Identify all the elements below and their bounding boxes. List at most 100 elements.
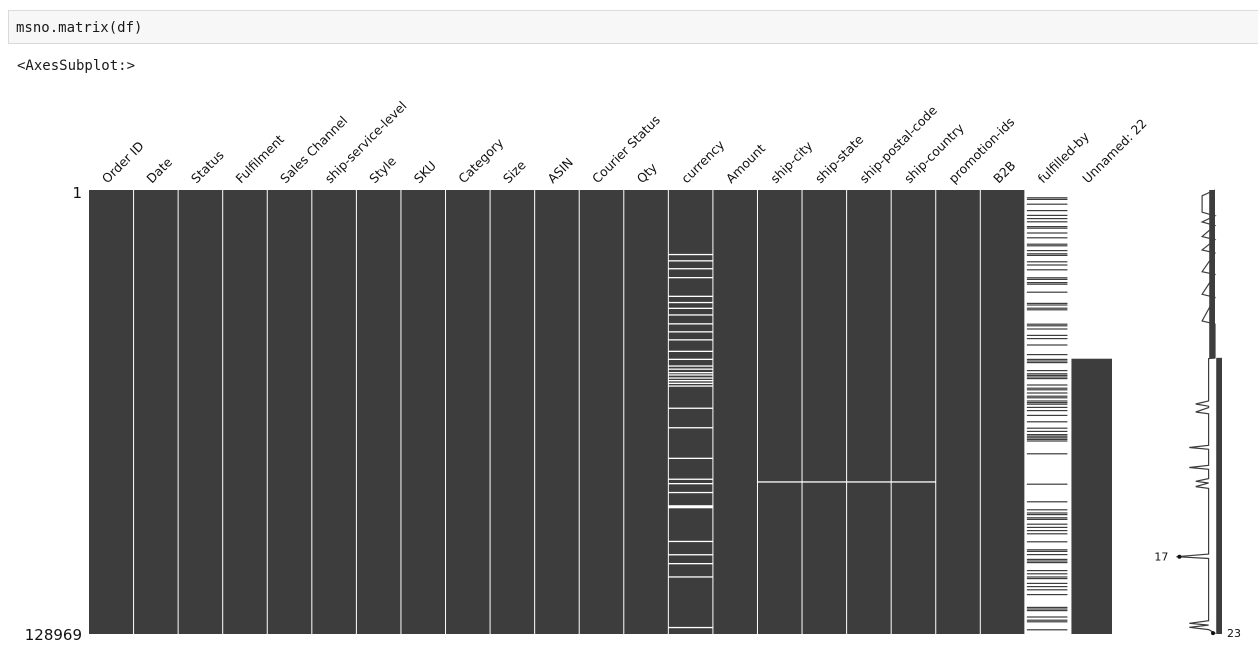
present-row-mark — [1026, 414, 1068, 416]
present-row-mark — [1026, 227, 1068, 229]
column-bar-status — [178, 190, 223, 634]
column-label-order-id: Order ID — [99, 138, 147, 186]
present-row-mark — [1026, 378, 1068, 380]
sparkline-fill-bottom — [1216, 357, 1222, 634]
present-row-mark — [1026, 334, 1068, 336]
column-order-id — [89, 190, 134, 634]
present-row-mark — [1026, 264, 1068, 266]
missing-row-mark — [668, 626, 713, 629]
missing-row-mark — [668, 277, 713, 279]
present-row-mark — [1026, 558, 1068, 560]
nullity-matrix — [89, 190, 1112, 634]
column-bar-category — [445, 190, 491, 634]
present-row-mark — [1026, 302, 1068, 304]
missing-row-mark — [668, 385, 713, 387]
present-row-mark — [1026, 304, 1068, 306]
column-qty — [623, 190, 669, 634]
column-unnamed-22 — [1071, 358, 1112, 634]
y-tick-first: 1 — [72, 184, 82, 202]
column-label-unnamed-22: Unnamed: 22 — [1079, 116, 1149, 186]
column-bar-b2b — [980, 190, 1025, 634]
present-row-mark — [1026, 421, 1068, 423]
column-label-category: Category — [455, 135, 506, 186]
column-label-asin: ASIN — [544, 155, 575, 186]
missing-row-mark — [802, 481, 847, 483]
present-row-mark — [1026, 269, 1068, 271]
column-bg-fulfilled-by — [1024, 190, 1070, 634]
column-bar-ship-country — [891, 190, 936, 634]
present-row-mark — [1026, 278, 1068, 280]
present-row-mark — [1026, 514, 1068, 516]
column-promotion-ids — [935, 190, 981, 634]
present-row-mark — [1026, 243, 1068, 245]
column-fulfilled-by — [1024, 190, 1070, 634]
missing-row-mark — [668, 268, 713, 270]
present-row-mark — [1026, 307, 1068, 309]
present-row-mark — [1026, 554, 1068, 556]
sparkline-min-marker — [1177, 554, 1182, 559]
column-label-style: Style — [366, 153, 399, 186]
column-asin — [534, 190, 580, 634]
missing-row-mark — [668, 323, 713, 325]
code-input[interactable]: msno.matrix(df) — [16, 20, 143, 36]
present-row-mark — [1026, 616, 1068, 618]
sparkline-min-label: 17 — [1154, 551, 1168, 564]
missing-row-mark — [668, 576, 713, 578]
present-row-mark — [1026, 427, 1068, 429]
column-ship-service-level — [311, 190, 357, 634]
missing-row-mark — [668, 457, 713, 459]
column-category — [445, 190, 491, 634]
present-row-mark — [1026, 221, 1068, 223]
present-row-mark — [1026, 203, 1068, 205]
present-row-mark — [1026, 512, 1068, 514]
missing-row-mark — [668, 478, 713, 480]
column-bar-courier-status — [579, 190, 624, 634]
present-row-mark — [1026, 530, 1068, 532]
column-bar-ship-city — [757, 190, 803, 634]
column-bar-ship-service-level — [311, 190, 357, 634]
present-row-mark — [1026, 533, 1068, 535]
present-row-mark — [1026, 291, 1068, 293]
missing-row-mark — [668, 260, 713, 262]
column-bar-ship-postal-code — [846, 190, 892, 634]
missing-row-mark — [668, 507, 713, 509]
missing-row-mark — [668, 491, 713, 494]
missing-row-mark — [668, 372, 713, 374]
missing-row-mark — [668, 365, 713, 367]
present-row-mark — [1026, 389, 1068, 391]
present-row-mark — [1026, 226, 1068, 228]
missing-row-mark — [668, 295, 713, 297]
column-bar-qty — [623, 190, 669, 634]
present-row-mark — [1026, 370, 1068, 372]
present-row-mark — [1026, 325, 1068, 327]
column-label-status: Status — [188, 147, 227, 186]
sparkline-path — [1176, 189, 1217, 634]
present-row-mark — [1026, 594, 1068, 596]
present-row-mark — [1026, 582, 1068, 584]
present-row-mark — [1026, 430, 1068, 432]
present-block-unnamed-22 — [1071, 358, 1112, 634]
present-row-mark — [1026, 392, 1068, 394]
column-label-size: Size — [500, 157, 529, 186]
column-fulfilment — [222, 190, 268, 634]
present-row-mark — [1026, 354, 1068, 356]
column-label-ship-postal-code: ship-postal-code — [856, 102, 940, 186]
sparkline-fill-top — [1209, 190, 1215, 359]
column-bar-style — [356, 190, 401, 634]
column-status — [178, 190, 223, 634]
column-sku — [400, 190, 446, 634]
y-axis-ticks: 1 128969 — [25, 184, 82, 644]
present-row-mark — [1026, 440, 1068, 442]
present-row-mark — [1026, 214, 1068, 216]
missing-row-mark — [668, 563, 713, 565]
present-row-mark — [1026, 237, 1068, 239]
present-row-mark — [1026, 261, 1068, 263]
present-row-mark — [1026, 197, 1068, 199]
present-row-mark — [1026, 562, 1068, 564]
code-cell[interactable]: msno.matrix(df) — [8, 10, 1258, 44]
column-currency — [668, 190, 713, 634]
present-row-mark — [1026, 437, 1068, 439]
missing-row-mark — [668, 339, 713, 341]
column-label-b2b: B2B — [990, 158, 1018, 186]
present-row-mark — [1026, 610, 1068, 612]
